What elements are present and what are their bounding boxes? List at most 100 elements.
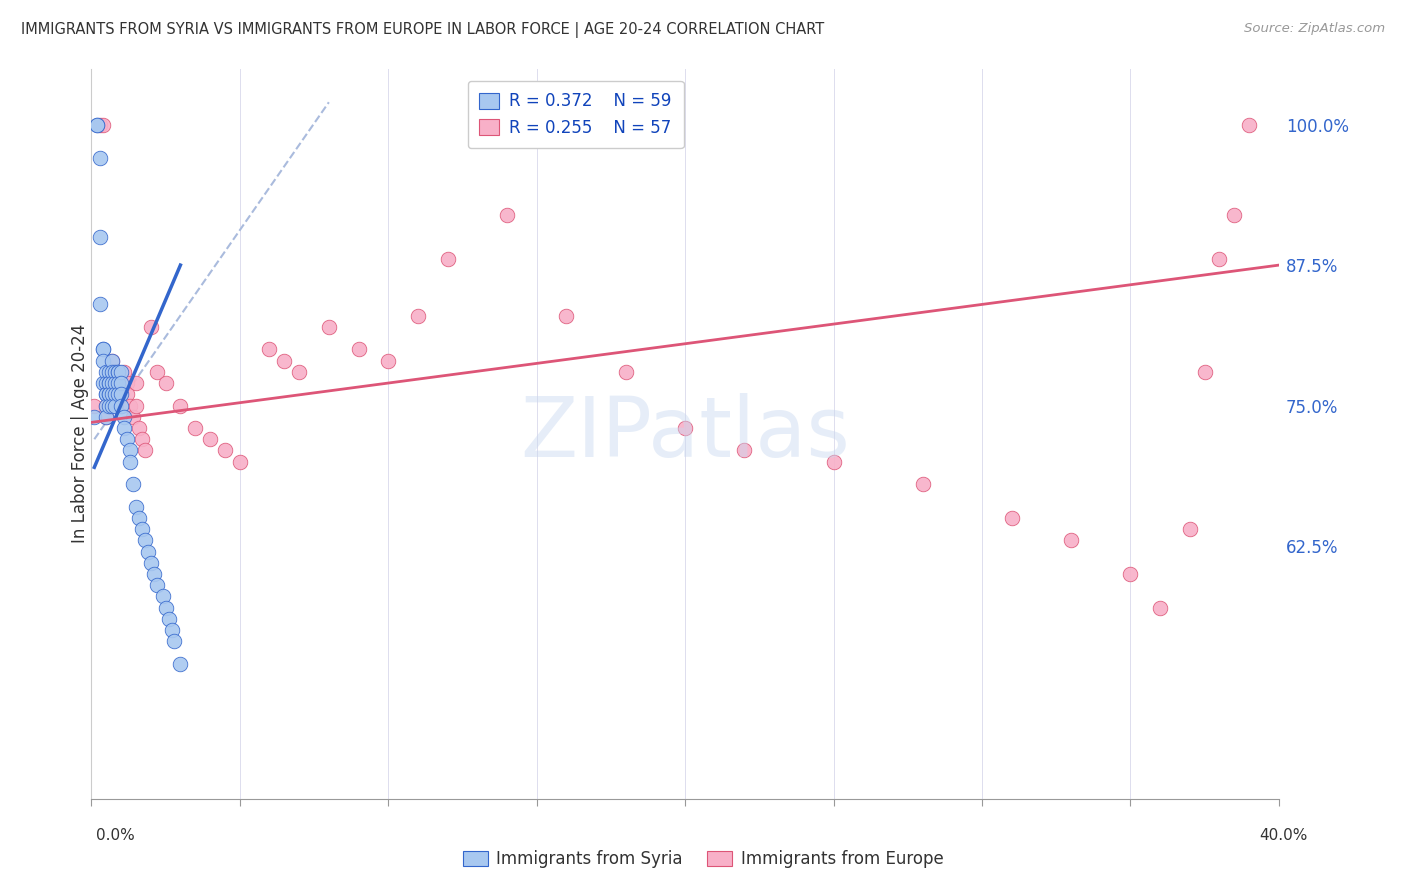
- Point: [110, 399, 132, 413]
- Point: [96, 365, 118, 379]
- Point: [98, 387, 121, 401]
- Point: [104, 365, 127, 379]
- Point: [96, 399, 118, 413]
- Point: [139, 556, 162, 570]
- Point: [122, 477, 145, 491]
- Point: [101, 365, 124, 379]
- Point: [107, 365, 129, 379]
- Point: [318, 319, 340, 334]
- Point: [555, 309, 578, 323]
- Legend: Immigrants from Syria, Immigrants from Europe: Immigrants from Syria, Immigrants from E…: [456, 844, 950, 875]
- Point: [155, 600, 177, 615]
- Point: [96, 387, 118, 401]
- Point: [118, 455, 141, 469]
- Point: [496, 208, 519, 222]
- Point: [377, 353, 399, 368]
- Point: [134, 443, 156, 458]
- Point: [89, 152, 111, 166]
- Point: [911, 477, 934, 491]
- Point: [163, 634, 186, 648]
- Point: [1149, 600, 1171, 615]
- Point: [107, 376, 129, 390]
- Point: [1223, 208, 1246, 222]
- Point: [614, 365, 637, 379]
- Point: [91, 118, 114, 132]
- Point: [131, 522, 153, 536]
- Point: [110, 399, 132, 413]
- Text: Source: ZipAtlas.com: Source: ZipAtlas.com: [1244, 22, 1385, 36]
- Point: [136, 544, 159, 558]
- Point: [1194, 365, 1216, 379]
- Point: [101, 376, 124, 390]
- Point: [110, 376, 132, 390]
- Point: [155, 376, 177, 390]
- Point: [115, 387, 138, 401]
- Point: [86, 118, 108, 132]
- Point: [1001, 511, 1024, 525]
- Point: [91, 353, 114, 368]
- Point: [104, 365, 127, 379]
- Point: [107, 387, 129, 401]
- Point: [1237, 118, 1260, 132]
- Point: [122, 409, 145, 424]
- Point: [96, 376, 118, 390]
- Point: [823, 455, 845, 469]
- Point: [83, 399, 105, 413]
- Point: [131, 432, 153, 446]
- Point: [98, 365, 121, 379]
- Point: [128, 421, 150, 435]
- Point: [673, 421, 696, 435]
- Point: [110, 387, 132, 401]
- Point: [96, 399, 118, 413]
- Point: [169, 657, 191, 671]
- Point: [118, 399, 141, 413]
- Point: [98, 387, 121, 401]
- Point: [89, 297, 111, 311]
- Point: [91, 376, 114, 390]
- Point: [107, 376, 129, 390]
- Point: [104, 387, 127, 401]
- Point: [273, 353, 295, 368]
- Point: [89, 118, 111, 132]
- Point: [118, 443, 141, 458]
- Point: [104, 399, 127, 413]
- Point: [96, 387, 118, 401]
- Point: [98, 376, 121, 390]
- Point: [145, 365, 167, 379]
- Text: ZIPatlas: ZIPatlas: [520, 393, 851, 475]
- Point: [83, 409, 105, 424]
- Point: [110, 387, 132, 401]
- Point: [91, 343, 114, 357]
- Point: [115, 376, 138, 390]
- Point: [142, 567, 165, 582]
- Point: [115, 432, 138, 446]
- Text: 40.0%: 40.0%: [1260, 828, 1308, 843]
- Point: [198, 432, 221, 446]
- Point: [89, 230, 111, 244]
- Point: [406, 309, 429, 323]
- Point: [101, 365, 124, 379]
- Point: [86, 118, 108, 132]
- Point: [184, 421, 207, 435]
- Point: [436, 252, 458, 267]
- Point: [98, 399, 121, 413]
- Point: [347, 343, 370, 357]
- Point: [101, 387, 124, 401]
- Point: [1178, 522, 1201, 536]
- Point: [157, 612, 180, 626]
- Point: [91, 343, 114, 357]
- Text: IMMIGRANTS FROM SYRIA VS IMMIGRANTS FROM EUROPE IN LABOR FORCE | AGE 20-24 CORRE: IMMIGRANTS FROM SYRIA VS IMMIGRANTS FROM…: [21, 22, 824, 38]
- Point: [101, 353, 124, 368]
- Point: [96, 409, 118, 424]
- Point: [112, 421, 135, 435]
- Point: [112, 365, 135, 379]
- Point: [134, 533, 156, 548]
- Point: [98, 399, 121, 413]
- Point: [125, 500, 148, 514]
- Legend: R = 0.372    N = 59, R = 0.255    N = 57: R = 0.372 N = 59, R = 0.255 N = 57: [468, 80, 683, 148]
- Point: [734, 443, 756, 458]
- Point: [96, 409, 118, 424]
- Point: [101, 399, 124, 413]
- Point: [169, 399, 191, 413]
- Point: [288, 365, 311, 379]
